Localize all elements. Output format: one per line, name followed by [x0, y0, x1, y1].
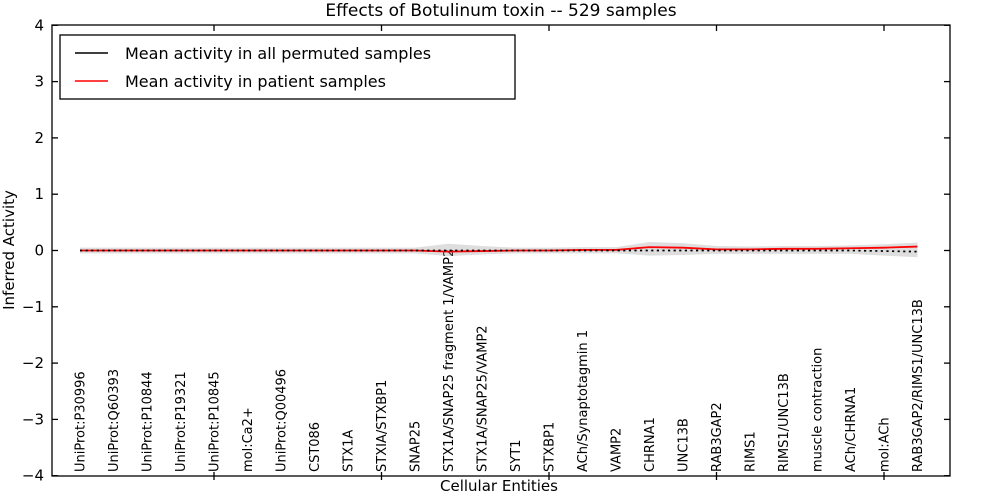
x-category-label: STXBP1: [543, 422, 558, 472]
y-tick-label: −1: [22, 298, 44, 316]
x-category-label: STX1A/SNAP25 fragment 1/VAMP2: [442, 249, 457, 472]
y-tick-label: 3: [34, 73, 44, 91]
x-category-label: RIMS1: [744, 431, 759, 472]
legend-label-patient: Mean activity in patient samples: [125, 72, 386, 91]
x-category-label: RAB3GAP2: [710, 402, 725, 472]
x-category-label: ACh/CHRNA1: [844, 387, 859, 472]
x-category-label: RAB3GAP2/RIMS1/UNC13B: [911, 299, 926, 472]
x-category-label: CHRNA1: [643, 417, 658, 472]
y-tick-label: −2: [22, 354, 44, 372]
legend-label-permuted: Mean activity in all permuted samples: [125, 44, 431, 63]
x-axis-label: Cellular Entities: [440, 477, 558, 495]
y-tick-label: −3: [22, 410, 44, 428]
x-category-label: UniProt:Q60393: [107, 369, 122, 472]
y-tick-label: 2: [34, 129, 44, 147]
x-category-label: mol:ACh: [878, 417, 893, 472]
y-tick-label: 1: [34, 185, 44, 203]
x-category-label: UniProt:P10844: [141, 371, 156, 472]
x-category-label: CST086: [308, 422, 323, 472]
y-tick-label: 4: [34, 16, 44, 34]
axis-ticks: [52, 24, 950, 480]
y-tick-label: −4: [22, 467, 44, 485]
uncertainty-band: [80, 242, 918, 258]
x-category-label: UniProt:P10845: [208, 371, 223, 472]
y-axis-label: Inferred Activity: [0, 190, 18, 310]
x-category-label: STXIA/STXBP1: [375, 380, 390, 472]
data-lines: [80, 245, 918, 253]
y-tick-label: 0: [34, 242, 44, 260]
x-category-labels: UniProt:P30996 UniProt:Q60393 UniProt:P108…: [74, 249, 927, 472]
x-category-label: UniProt:P19321: [174, 371, 189, 472]
band-polygon: [80, 242, 918, 258]
x-category-label: SNAP25: [409, 421, 424, 472]
x-category-label: UNC13B: [677, 418, 692, 472]
x-category-label: STX1A/SNAP25/VAMP2: [476, 325, 491, 472]
legend-box: [59, 34, 516, 100]
y-tick-labels: 4 3 2 1 0 −1 −2 −3 −4: [22, 16, 44, 484]
x-category-label: VAMP2: [610, 428, 625, 472]
x-category-label: UniProt:Q00496: [275, 369, 290, 472]
x-category-label: UniProt:P30996: [74, 371, 89, 472]
x-category-label: RIMS1/UNC13B: [777, 373, 792, 472]
x-category-label: muscle contraction: [811, 348, 826, 472]
x-category-label: SYT1: [509, 440, 524, 472]
patient-line: [80, 245, 918, 253]
legend: Mean activity in all permuted samples Me…: [59, 34, 516, 100]
x-category-label: ACh/Synaptotagmin 1: [576, 330, 591, 472]
chart-title: Effects of Botulinum toxin -- 529 sample…: [325, 1, 676, 21]
x-category-label: mol:Ca2+: [241, 407, 256, 472]
x-category-label: STX1A: [342, 430, 357, 472]
